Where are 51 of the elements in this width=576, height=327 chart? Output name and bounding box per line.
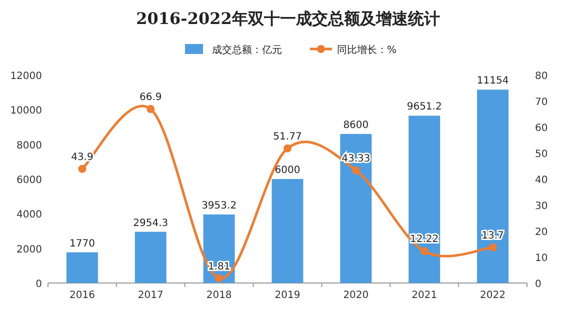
data-label: 3953.2 <box>202 200 237 212</box>
y-tick-label: 6000 <box>16 175 42 186</box>
bar <box>477 90 509 283</box>
x-tick-label: 2020 <box>343 290 369 301</box>
y2-tick-label: 40 <box>535 175 548 186</box>
point <box>284 144 292 152</box>
x-tick-label: 2022 <box>480 290 506 301</box>
data-label: 2954.3 <box>133 218 168 229</box>
point <box>420 247 428 256</box>
point <box>215 274 224 282</box>
y2-tick-label: 80 <box>535 71 548 82</box>
bar <box>340 134 372 283</box>
y2-tick-label: 50 <box>535 149 548 160</box>
data-label: 66.9 <box>140 92 162 104</box>
y-tick-label: 4000 <box>16 210 42 221</box>
x-tick-label: 2021 <box>412 290 438 301</box>
data-label: 43.33 <box>342 153 370 164</box>
data-label: 51.77 <box>273 131 302 142</box>
bar <box>134 232 166 283</box>
bar <box>66 252 98 283</box>
x-tick-label: 2017 <box>138 290 164 301</box>
x-tick-label: 2018 <box>206 290 232 301</box>
data-label: 11154 <box>476 76 509 87</box>
point <box>78 164 86 173</box>
data-label: 6000 <box>274 165 300 176</box>
data-label: 8600 <box>343 120 369 131</box>
bar <box>272 179 304 283</box>
point <box>488 243 497 252</box>
y2-tick-label: 70 <box>535 97 548 108</box>
y2-tick-label: 30 <box>535 201 548 212</box>
data-label: 1770 <box>69 238 95 250</box>
y-tick-label: 2000 <box>16 244 42 256</box>
y-tick-label: 10000 <box>10 106 42 117</box>
y2-tick-label: 20 <box>535 227 548 238</box>
x-tick-label: 2019 <box>274 290 300 301</box>
chart-title: 2016-2022年双十一成交总额及增速统计 <box>136 9 440 28</box>
bar <box>408 116 440 283</box>
y-tick-label: 8000 <box>16 140 42 152</box>
point <box>352 166 360 174</box>
data-label: 12.22 <box>410 234 439 246</box>
data-label: 9651.2 <box>406 102 442 113</box>
y-tick-label: 12000 <box>10 71 42 82</box>
y2-tick-label: 10 <box>535 253 548 264</box>
y2-tick-label: 0 <box>535 279 542 290</box>
point <box>146 105 155 114</box>
y-tick-label: 0 <box>36 279 42 290</box>
x-tick-label: 2016 <box>69 290 95 301</box>
legend-label: 同比增长：% <box>337 44 397 56</box>
legend-label: 成交总额：亿元 <box>212 44 282 56</box>
data-label: 13.7 <box>482 230 504 242</box>
y2-tick-label: 60 <box>535 123 548 134</box>
